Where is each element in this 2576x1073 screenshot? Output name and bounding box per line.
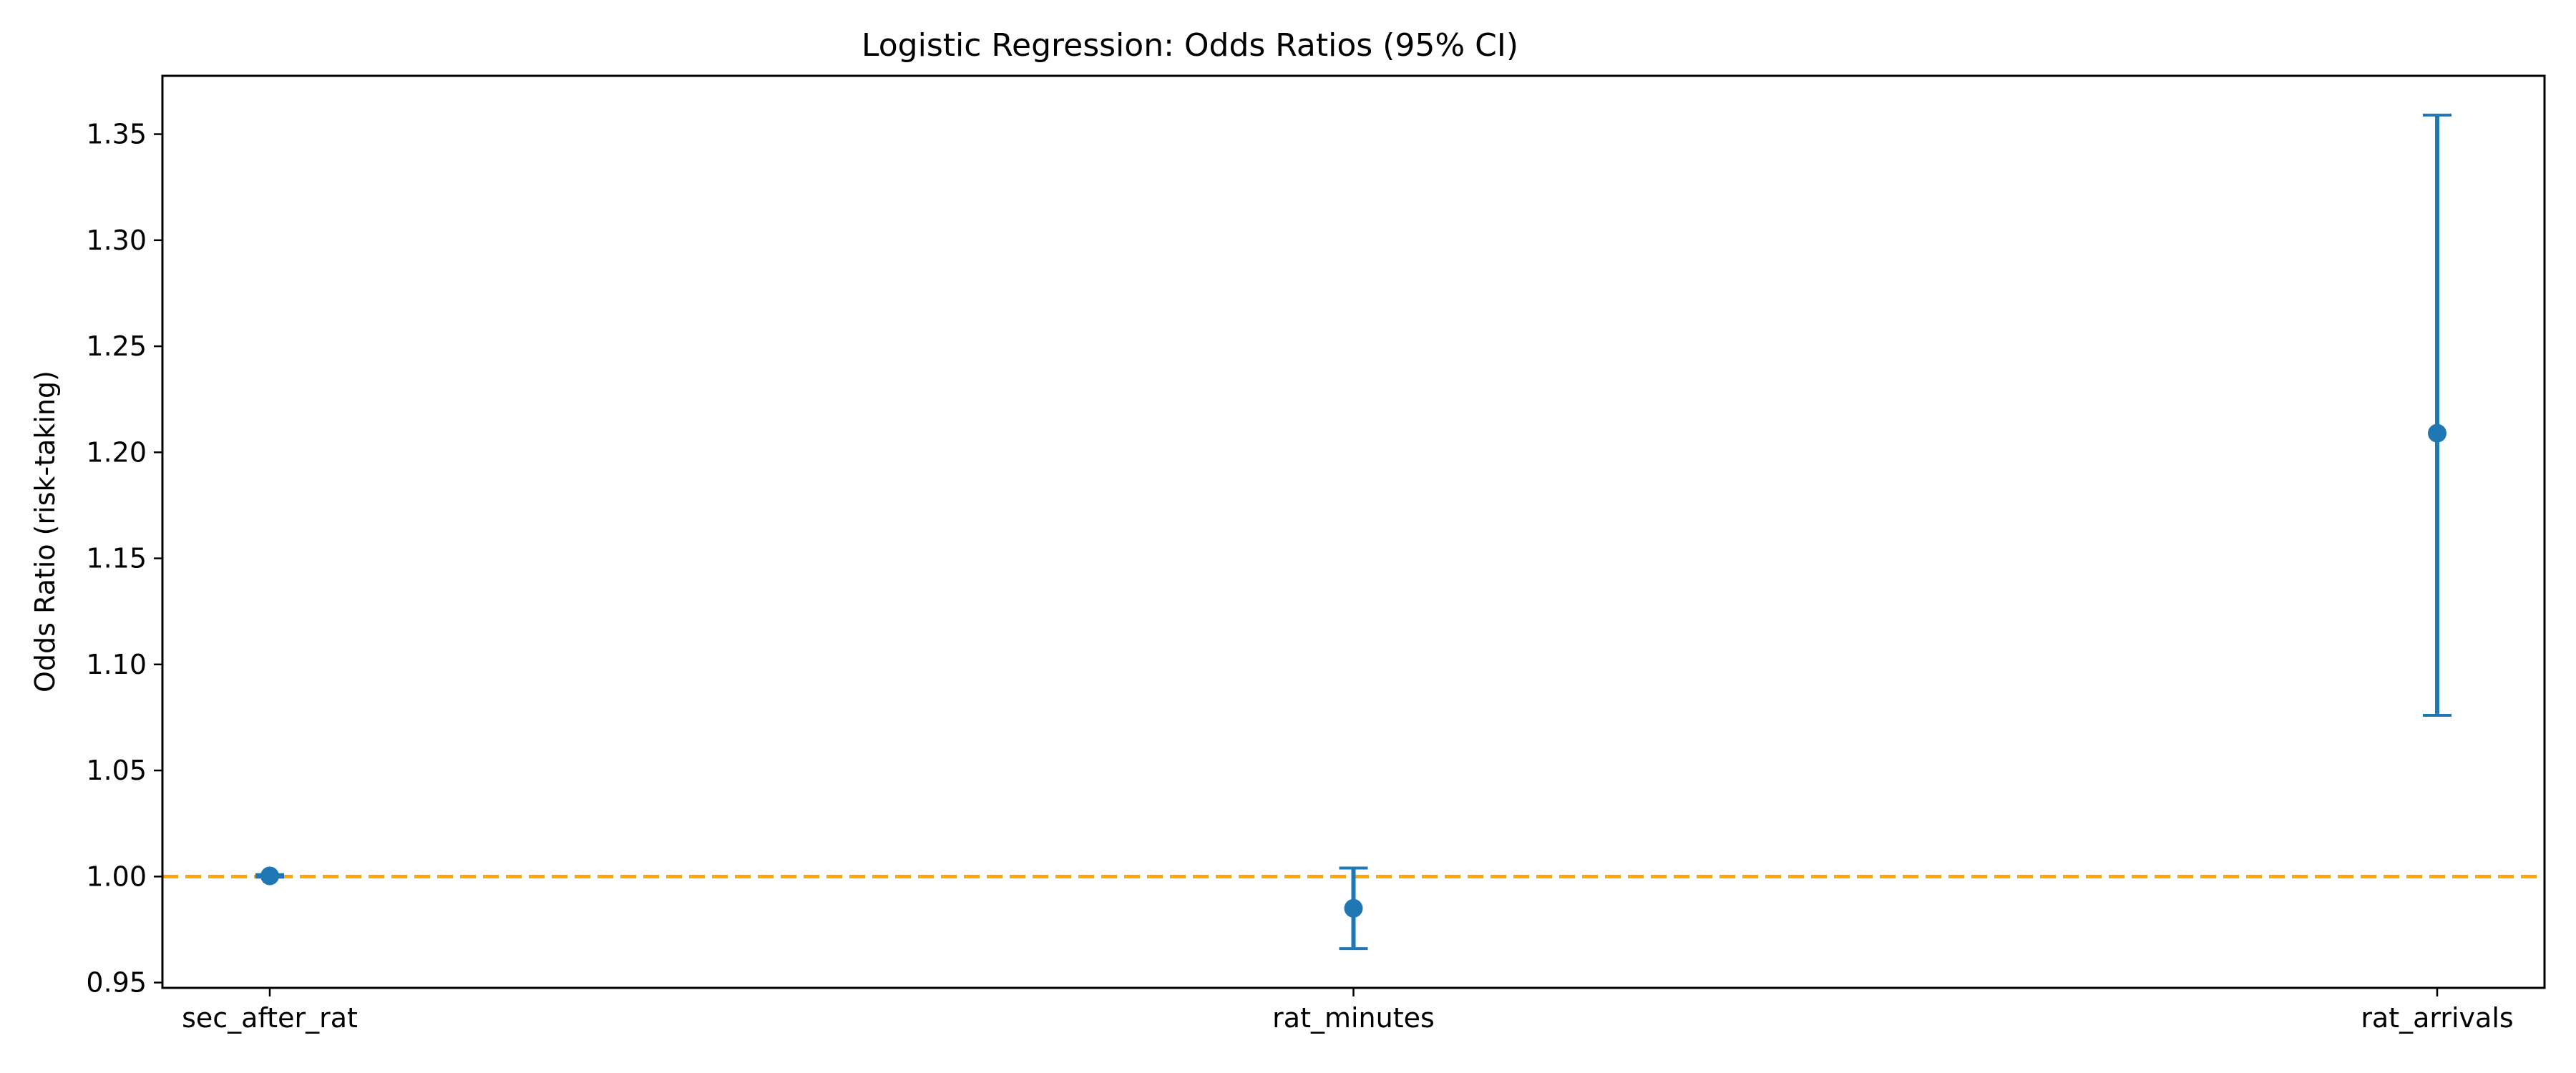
- y-tick-label: 1.35: [86, 119, 147, 150]
- y-tick-label: 1.30: [86, 225, 147, 256]
- x-tick-label: rat_arrivals: [2361, 1002, 2513, 1034]
- y-tick-label: 1.25: [86, 330, 147, 362]
- plot-area: 0.95 1.00 1.05 1.10 1.15 1.20 1.25 1.30 1.35 sec_…: [86, 113, 2545, 1034]
- point-sec_after_rat: [260, 866, 279, 886]
- y-tick-label: 1.05: [86, 755, 147, 786]
- y-tick-label: 1.20: [86, 436, 147, 468]
- y-tick-label: 1.15: [86, 543, 147, 574]
- x-tick-label: sec_after_rat: [182, 1002, 358, 1034]
- point-rat_minutes: [1344, 898, 1363, 918]
- chart-title: Logistic Regression: Odds Ratios (95% CI…: [862, 27, 1518, 64]
- plot-frame: [161, 74, 2546, 989]
- point-rat_arrivals: [2428, 423, 2446, 443]
- y-tick-label: 0.95: [86, 967, 147, 999]
- y-axis-label: Odds Ratio (risk-taking): [29, 371, 61, 692]
- y-tick-label: 1.00: [86, 861, 147, 892]
- y-tick-label: 1.10: [86, 649, 147, 680]
- x-tick-label: rat_minutes: [1272, 1002, 1435, 1034]
